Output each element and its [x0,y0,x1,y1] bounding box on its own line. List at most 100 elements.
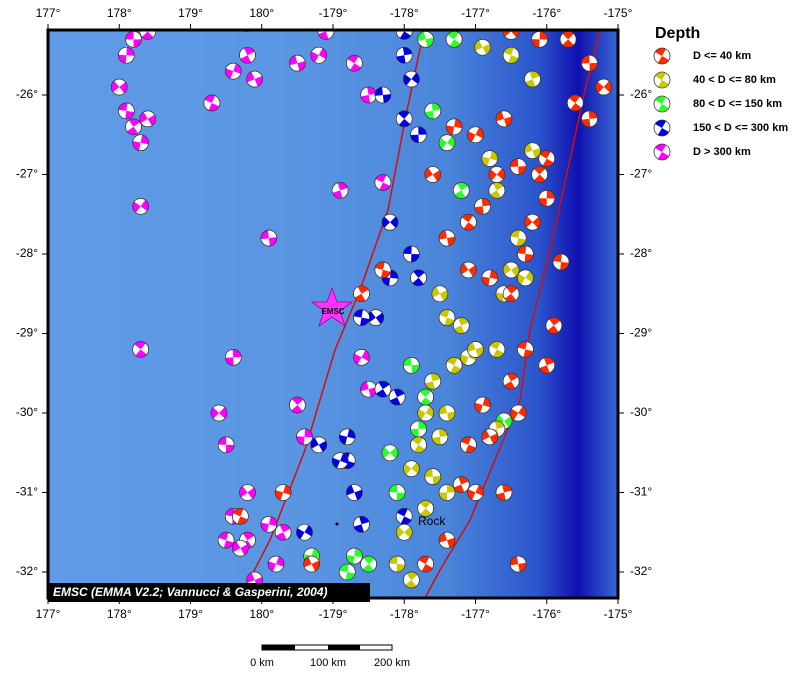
ball-outline [488,166,506,183]
ball-quadrant [332,453,349,469]
ball-quadrant [517,341,534,358]
ball-outline [445,356,463,374]
ball-outline [410,269,427,287]
ball-quadrant [389,484,406,501]
ball-quadrant [397,508,412,525]
scale-label: 0 km [250,657,274,669]
lat-label: -29° [16,326,38,340]
lat-label: -32° [630,564,652,578]
ball-outline [310,46,328,64]
beachball [581,110,598,128]
ball-outline [474,396,491,414]
ball-outline [524,213,541,231]
legend-label: D > 300 km [693,146,751,158]
beachball [502,261,520,279]
beachball [509,158,527,175]
ball-quadrant [246,71,263,87]
ball-outline [331,452,349,470]
ball-quadrant [517,246,534,262]
ball-quadrant [389,389,405,406]
ball-outline [353,309,370,326]
beachball [474,396,491,414]
ball-outline [481,269,499,287]
ball-outline [296,523,313,541]
ball-quadrant [289,55,306,71]
beachball [403,460,420,477]
ball-outline [581,54,598,72]
ball-quadrant [439,532,456,548]
ball-outline [424,102,442,120]
lon-label: -179° [319,6,348,20]
ball-outline [524,142,541,159]
beachball [495,484,513,501]
beachball [338,428,356,446]
ball-quadrant [490,182,504,199]
ball-quadrant [504,373,519,390]
ball-quadrant [353,350,370,365]
ball-quadrant [447,31,461,48]
ball-quadrant [503,263,520,277]
lat-label: -26° [16,87,38,101]
beachball [296,523,313,541]
ball-quadrant [141,30,154,40]
ball-outline [509,404,527,422]
ball-outline [217,436,235,454]
ball-outline [403,356,420,374]
place-dot [335,522,339,526]
beachball [381,213,399,231]
ball-outline [509,229,527,247]
station: EMSC [310,286,354,328]
lon-label: -176° [532,6,561,20]
ball-quadrant [655,120,669,137]
lon-label: 178° [107,6,132,20]
beachball [310,46,328,64]
ball-quadrant [595,81,612,94]
ball-outline [467,341,484,358]
beachball [374,174,392,191]
ball-outline [538,190,556,207]
lat-label: -27° [630,167,652,181]
ball-outline [424,166,442,183]
ball-quadrant [581,110,598,127]
ball-outline [538,150,556,167]
beachball [445,118,463,136]
beachball [274,523,292,541]
ball-outline [502,285,520,303]
beachball [488,341,506,358]
ball-quadrant [504,285,518,302]
scale-label: 200 km [374,657,410,669]
ball-outline [110,78,128,96]
ball-quadrant [431,428,448,445]
beachball [552,253,570,271]
beachball [517,269,534,287]
ball-outline [338,563,356,581]
ball-quadrant [347,55,362,72]
beachball [217,436,235,454]
beachball [452,317,470,334]
ball-outline [331,182,349,199]
ball-quadrant [503,47,519,64]
ball-outline [410,436,427,454]
beachball [132,341,149,358]
ball-quadrant [132,134,149,151]
beachball [452,182,470,199]
lon-label: 180° [249,6,274,20]
ball-quadrant [275,484,292,501]
ball-quadrant [389,556,406,573]
ball-outline [303,555,320,573]
ball-outline [388,388,406,406]
beachball [260,229,278,247]
lat-label: -30° [630,405,652,419]
ball-outline [403,245,420,263]
ball-outline [274,523,292,541]
ball-outline [438,229,456,247]
beachball [232,508,249,525]
lon-label: 178° [107,607,132,621]
beachball [353,285,370,303]
lat-label: -27° [16,167,38,181]
beachball [460,213,477,231]
ball-quadrant [655,143,669,161]
ball-quadrant [318,30,330,40]
ball-outline [452,317,470,334]
ball-quadrant [375,174,391,191]
